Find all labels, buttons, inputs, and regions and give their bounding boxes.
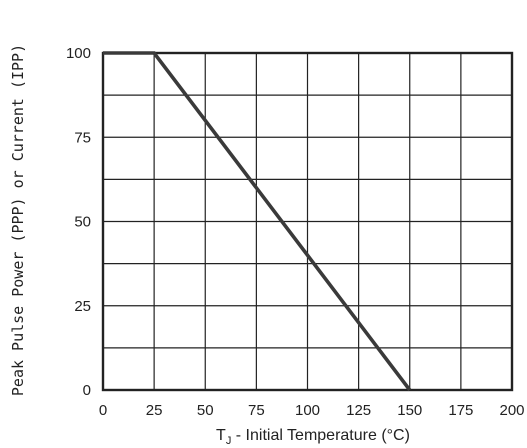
y-tick-label: 100 (66, 45, 91, 62)
x-tick-label: 25 (146, 402, 163, 419)
x-axis-label-rest: - Initial Temperature (°C) (231, 427, 410, 444)
y-tick-label: 50 (74, 214, 91, 231)
series-layer (103, 51, 412, 392)
y-tick-label: 0 (83, 382, 91, 399)
x-axis-label-main: T (216, 427, 226, 444)
x-tick-label: 100 (295, 402, 320, 419)
x-tick-label: 0 (99, 402, 107, 419)
y-axis-label: Peak Pulse Power (PPP) or Current (IPP) (9, 44, 27, 396)
derating-curve (103, 51, 412, 392)
x-tick-label: 200 (499, 402, 524, 419)
x-tick-label: 125 (346, 402, 371, 419)
x-axis-label: TJ - Initial Temperature (°C) (216, 427, 410, 447)
x-tick-label: 175 (448, 402, 473, 419)
x-tick-labels: 0 25 50 75 100 125 150 175 200 (99, 402, 525, 419)
y-tick-label: 75 (74, 129, 91, 146)
x-axis-label-subscript: J (226, 435, 232, 447)
y-tick-labels: 0 25 50 75 100 (66, 45, 91, 399)
x-tick-label: 75 (248, 402, 265, 419)
x-tick-label: 150 (397, 402, 422, 419)
x-tick-label: 50 (197, 402, 214, 419)
plot-frame (101, 51, 514, 392)
y-tick-label: 25 (74, 298, 91, 315)
grid-lines (103, 53, 512, 390)
